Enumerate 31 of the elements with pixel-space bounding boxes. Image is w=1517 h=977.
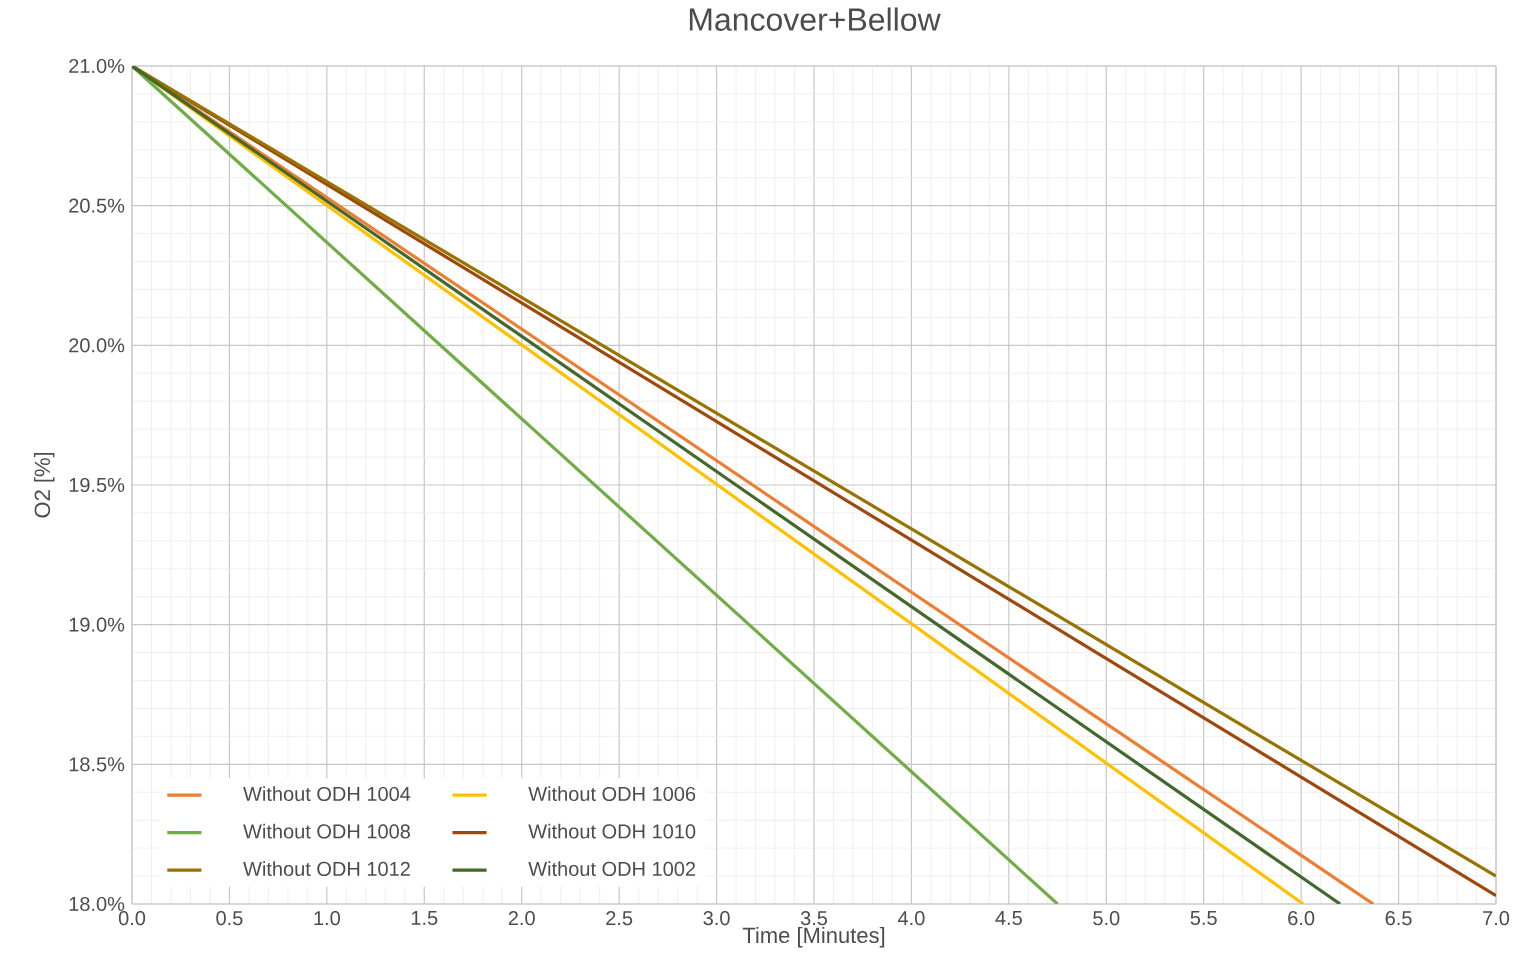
x-tick-label: 4.0 — [897, 911, 925, 926]
y-tick-label: 20.0% — [69, 338, 125, 353]
x-tick-label: 5.0 — [1093, 911, 1120, 926]
x-tick-label: 1.0 — [314, 911, 340, 926]
x-tick-label: 3.0 — [703, 911, 730, 926]
y-tick-label: 18.0% — [69, 896, 125, 912]
x-axis-title: Time [Minutes] — [742, 926, 885, 948]
legend-label: Without ODH 1006 — [528, 786, 696, 802]
legend-label: Without ODH 1002 — [528, 861, 696, 877]
x-tick-label: 0.5 — [216, 911, 243, 926]
x-tick-label: 6.5 — [1385, 911, 1412, 926]
x-tick-label: 4.5 — [995, 911, 1022, 925]
legend-label: Without ODH 1004 — [243, 786, 411, 802]
y-tick-label: 18.5% — [69, 757, 125, 772]
legend-label: Without ODH 1012 — [243, 861, 410, 877]
y-tick-label: 19.0% — [69, 617, 125, 632]
x-tick-label: 1.5 — [411, 911, 438, 925]
x-tick-label: 5.5 — [1190, 911, 1217, 925]
chart-title: Mancover+Bellow — [689, 7, 941, 31]
y-axis-title: O2 [%] — [33, 452, 55, 518]
legend-label: Without ODH 1010 — [528, 823, 696, 839]
y-tick-label: 21.0% — [69, 58, 125, 74]
legend-label: Without ODH 1008 — [243, 823, 410, 839]
y-tick-label: 20.5% — [69, 198, 125, 213]
x-tick-label: 0.0 — [118, 911, 146, 926]
x-tick-label: 7.0 — [1483, 911, 1510, 926]
y-tick-label: 19.5% — [69, 477, 125, 493]
x-tick-label: 3.5 — [800, 911, 828, 926]
x-tick-label: 2.5 — [606, 911, 633, 926]
x-tick-label: 6.0 — [1288, 911, 1315, 926]
x-tick-label: 2.0 — [508, 911, 535, 926]
